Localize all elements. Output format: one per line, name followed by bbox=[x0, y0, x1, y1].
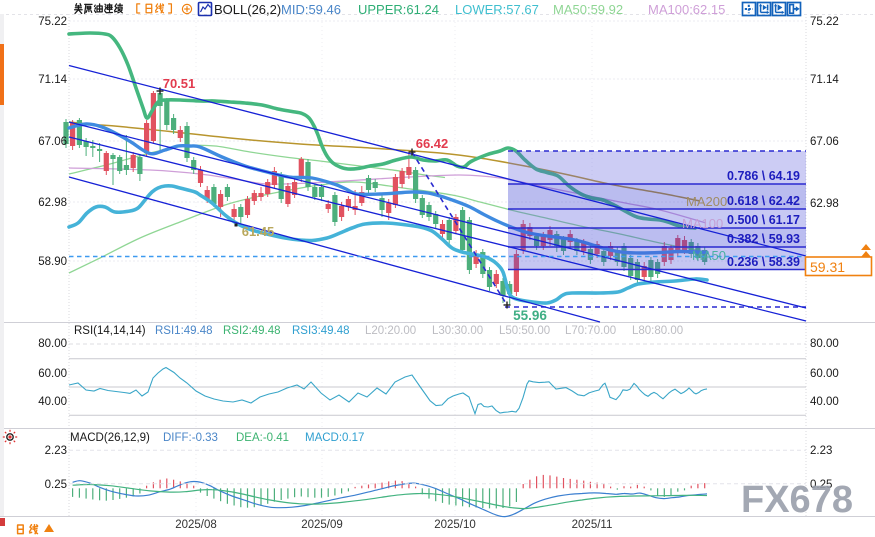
svg-text:66.42: 66.42 bbox=[416, 136, 449, 151]
svg-text:0.786 \ 64.19: 0.786 \ 64.19 bbox=[727, 169, 800, 183]
svg-text:62.98: 62.98 bbox=[38, 197, 67, 209]
svg-text:2.23: 2.23 bbox=[810, 445, 832, 457]
svg-text:FX678: FX678 bbox=[741, 479, 853, 521]
svg-text:L20:20.00: L20:20.00 bbox=[365, 325, 416, 337]
svg-text:2025/11: 2025/11 bbox=[572, 519, 613, 531]
svg-text:0.500 \ 61.17: 0.500 \ 61.17 bbox=[727, 213, 800, 227]
svg-text:0.25: 0.25 bbox=[810, 479, 832, 491]
svg-text:71.14: 71.14 bbox=[38, 74, 67, 86]
svg-text:MA200: MA200 bbox=[686, 194, 727, 209]
svg-text:MACD(26,12,9): MACD(26,12,9) bbox=[70, 432, 150, 444]
svg-text:MA50: MA50 bbox=[692, 248, 726, 263]
svg-text:RSI1:49.48: RSI1:49.48 bbox=[155, 325, 213, 337]
svg-text:0.25: 0.25 bbox=[45, 479, 67, 491]
svg-text:60.00: 60.00 bbox=[810, 368, 839, 380]
svg-text:2.23: 2.23 bbox=[45, 445, 67, 457]
svg-text:UPPER:61.24: UPPER:61.24 bbox=[358, 2, 439, 17]
svg-text:40.00: 40.00 bbox=[810, 396, 839, 408]
svg-text:62.98: 62.98 bbox=[810, 198, 839, 210]
svg-text:0.618 \ 62.42: 0.618 \ 62.42 bbox=[727, 194, 800, 208]
svg-text:60.00: 60.00 bbox=[38, 368, 67, 380]
svg-text:67.06: 67.06 bbox=[810, 136, 839, 148]
svg-text:58.90: 58.90 bbox=[38, 256, 67, 268]
svg-text:71.14: 71.14 bbox=[810, 74, 839, 86]
svg-text:75.22: 75.22 bbox=[38, 16, 67, 28]
svg-text:L80:80.00: L80:80.00 bbox=[632, 325, 683, 337]
svg-text:DIFF:-0.33: DIFF:-0.33 bbox=[163, 432, 218, 444]
svg-text:RSI2:49.48: RSI2:49.48 bbox=[223, 325, 281, 337]
svg-text:MACD:0.17: MACD:0.17 bbox=[305, 432, 364, 444]
svg-text:59.31: 59.31 bbox=[810, 259, 845, 275]
svg-text:2025/08: 2025/08 bbox=[175, 519, 217, 531]
svg-text:RSI(14,14,14): RSI(14,14,14) bbox=[74, 325, 146, 337]
svg-text:L50:50.00: L50:50.00 bbox=[499, 325, 550, 337]
svg-text:80.00: 80.00 bbox=[810, 338, 839, 350]
svg-text:0.236 \ 58.39: 0.236 \ 58.39 bbox=[727, 255, 800, 269]
svg-text:L70:70.00: L70:70.00 bbox=[565, 325, 616, 337]
svg-text:70.51: 70.51 bbox=[163, 76, 196, 91]
svg-text:2025/10: 2025/10 bbox=[434, 519, 476, 531]
svg-text:L30:30.00: L30:30.00 bbox=[432, 325, 483, 337]
svg-text:80.00: 80.00 bbox=[38, 338, 67, 350]
svg-text:DEA:-0.41: DEA:-0.41 bbox=[236, 432, 289, 444]
svg-text:LOWER:57.67: LOWER:57.67 bbox=[455, 2, 539, 17]
svg-text:75.22: 75.22 bbox=[810, 16, 839, 28]
svg-text:40.00: 40.00 bbox=[38, 396, 67, 408]
svg-text:61.45: 61.45 bbox=[242, 224, 275, 239]
svg-text:2025/09: 2025/09 bbox=[301, 519, 343, 531]
svg-text:67.06: 67.06 bbox=[38, 136, 67, 148]
svg-text:RSI3:49.48: RSI3:49.48 bbox=[292, 325, 350, 337]
svg-text:0.382 \ 59.93: 0.382 \ 59.93 bbox=[727, 232, 800, 246]
svg-text:BOLL(26,2): BOLL(26,2) bbox=[214, 2, 281, 17]
svg-text:55.96: 55.96 bbox=[513, 308, 547, 323]
svg-text:MA100:62.15: MA100:62.15 bbox=[648, 2, 725, 17]
svg-text:MID:59.46: MID:59.46 bbox=[281, 2, 341, 17]
svg-text:MA50:59.92: MA50:59.92 bbox=[553, 2, 623, 17]
svg-text:MA100: MA100 bbox=[682, 216, 723, 231]
